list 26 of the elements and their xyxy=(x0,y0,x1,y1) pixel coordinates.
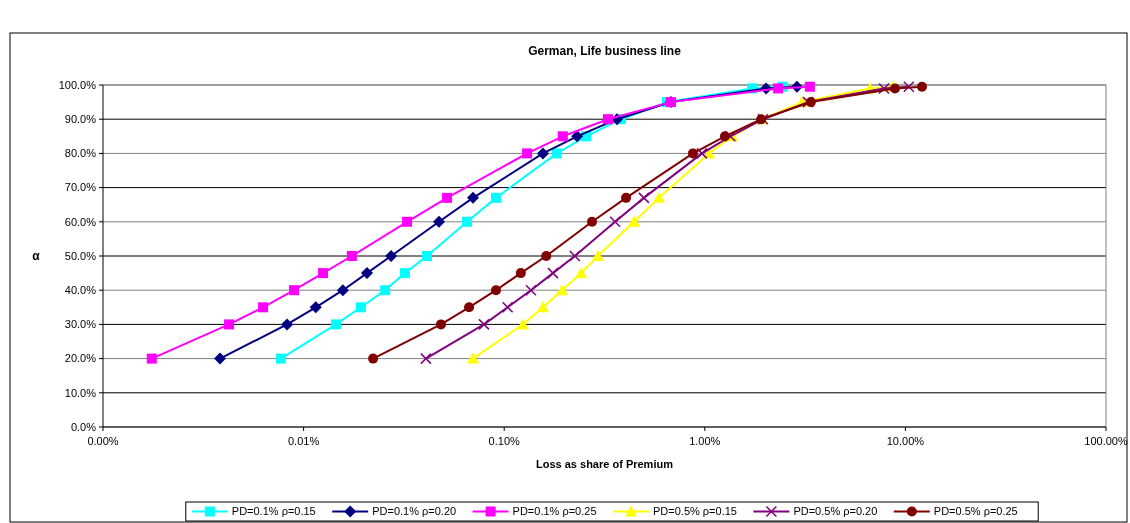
y-tick-label: 60.0% xyxy=(64,215,97,228)
chart-title: German, Life business line xyxy=(528,44,682,58)
x-tick-label: 10.00% xyxy=(886,435,925,447)
x-tick-label: 1.00% xyxy=(689,435,721,447)
y-tick-label: 50.0% xyxy=(64,249,97,262)
x-tick-label: 0.00% xyxy=(87,435,119,447)
x-tick-label: 0.01% xyxy=(288,435,320,447)
x-axis-title: Loss as share of Premium xyxy=(536,458,674,470)
y-tick-label: 70.0% xyxy=(64,181,97,194)
y-tick-label: 40.0% xyxy=(64,284,97,297)
legend-label: PD=0.1% ρ=0.15 xyxy=(231,505,316,518)
y-tick-label: 30.0% xyxy=(64,318,97,331)
y-tick-label: 100.0% xyxy=(58,78,97,91)
legend-label: PD=0.1% ρ=0.20 xyxy=(372,505,457,518)
legend-label: PD=0.5% ρ=0.20 xyxy=(793,505,878,518)
legend-label: PD=0.5% ρ=0.25 xyxy=(933,505,1018,518)
x-tick-label: 0.10% xyxy=(488,435,521,447)
legend-label: PD=0.1% ρ=0.25 xyxy=(512,505,597,518)
y-axis-title: α xyxy=(32,249,41,264)
y-tick-label: 20.0% xyxy=(64,352,97,365)
y-tick-label: 80.0% xyxy=(64,147,97,160)
y-tick-label: 0.0% xyxy=(70,420,97,433)
y-tick-label: 90.0% xyxy=(64,113,97,126)
y-tick-label: 10.0% xyxy=(64,386,97,399)
legend-label: PD=0.5% ρ=0.15 xyxy=(653,505,737,518)
x-tick-label: 100.00% xyxy=(1084,435,1128,447)
